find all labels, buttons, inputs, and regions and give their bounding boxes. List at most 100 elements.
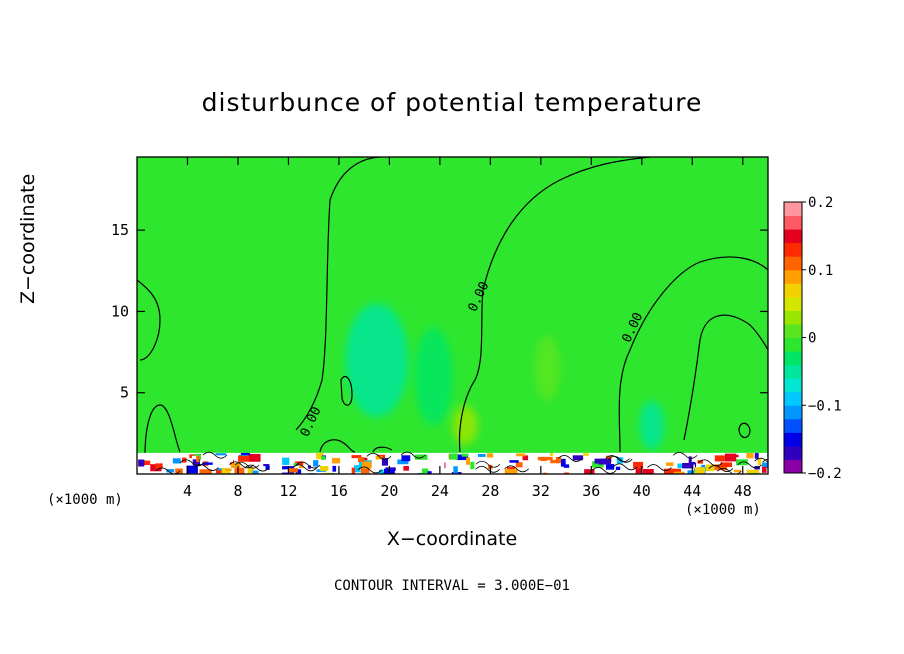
x-unit-label-right: (×1000 m): [685, 502, 761, 518]
contour-lines: [137, 157, 768, 456]
colorbar-swatch: [784, 296, 802, 311]
anomaly-region-3: [452, 405, 478, 445]
x-tick-label: 48: [734, 482, 752, 500]
colorbar-swatch: [784, 310, 802, 325]
y-tick-label: 5: [120, 384, 129, 402]
contour-zero-col-2: [458, 157, 651, 453]
surface-cell: [560, 458, 566, 467]
surface-cell: [141, 460, 151, 466]
colorbar-swatch: [784, 378, 802, 393]
surface-cell: [196, 455, 200, 463]
surface-cell: [470, 461, 475, 470]
chart-title: disturbunce of potential temperature: [201, 88, 703, 117]
surface-cell: [515, 462, 523, 468]
contour-zero-right: [618, 256, 768, 453]
colorbar-tick-label: 0: [808, 331, 816, 347]
surface-cell: [380, 472, 391, 474]
surface-contour: [591, 467, 617, 474]
surface-contour: [504, 465, 529, 473]
x-axis-label: X−coordinate: [386, 528, 518, 550]
surface-cell: [714, 464, 728, 471]
surface-contour: [244, 464, 270, 472]
surface-cell: [319, 465, 329, 471]
surface-contour: [672, 452, 698, 459]
surface-cell: [466, 457, 471, 465]
surface-cell: [238, 455, 250, 462]
surface-cell: [221, 455, 234, 463]
surface-cell: [516, 453, 526, 457]
x-tick-label: 28: [481, 482, 499, 500]
contour-zero-col-1: [295, 157, 381, 431]
surface-cell: [687, 470, 695, 474]
y-tick-label: 10: [111, 302, 129, 320]
surface-cell: [701, 464, 706, 468]
surface-cell: [401, 455, 411, 462]
surface-cell: [757, 458, 762, 466]
surface-cell: [664, 468, 674, 474]
x-tick-label: 40: [633, 482, 651, 500]
surface-cell: [746, 469, 759, 474]
surface-cell: [696, 461, 705, 468]
surface-cell: [263, 464, 270, 467]
surface-cell: [414, 454, 428, 460]
surface-contour: [754, 457, 768, 463]
surface-cell: [155, 463, 163, 469]
surface-cell: [453, 466, 458, 474]
surface-cell: [594, 458, 608, 464]
surface-cell: [572, 455, 584, 461]
surface-cell: [321, 456, 326, 460]
surface-cell: [316, 452, 324, 460]
surface-contour: [737, 461, 762, 469]
surface-cell: [583, 453, 589, 456]
surface-contour: [708, 465, 734, 472]
surface-cell: [555, 472, 560, 474]
surface-cell: [449, 453, 458, 460]
surface-cell: [720, 462, 733, 468]
x-unit-label-left: (×1000 m): [47, 492, 123, 508]
colorbar-swatch: [784, 405, 802, 420]
surface-cell: [189, 454, 195, 459]
contour-interval-note: CONTOUR INTERVAL = 3.000E−01: [333, 578, 570, 594]
surface-cell: [748, 472, 760, 474]
colorbar-swatch: [784, 432, 802, 447]
colorbar-swatch: [784, 364, 802, 379]
surface-cell: [688, 456, 692, 464]
surface-cell: [295, 469, 302, 474]
anomaly-region-2: [534, 335, 560, 401]
surface-cell: [332, 465, 337, 472]
surface-cell: [175, 468, 183, 474]
surface-cell: [509, 460, 519, 463]
surface-contour: [475, 460, 501, 468]
contour-zero-left: [137, 279, 161, 361]
surface-cell: [549, 453, 554, 457]
surface-contour: [357, 466, 383, 474]
colorbar-swatch: [784, 256, 802, 271]
surface-cell: [697, 460, 704, 464]
surface-cell: [694, 467, 705, 474]
surface-cell: [221, 468, 231, 474]
anomaly-region-4: [639, 400, 665, 450]
surface-contour: [647, 464, 672, 471]
surface-cell: [138, 459, 145, 467]
colorbar-swatch: [784, 445, 802, 460]
surface-cell: [361, 461, 372, 469]
contour-low-mid-2: [372, 446, 393, 453]
surface-cell: [192, 459, 201, 466]
surface-cell: [360, 466, 370, 474]
surface-cell: [378, 469, 384, 474]
surface-cell: [199, 469, 212, 474]
surface-cell: [445, 461, 454, 470]
colorbar-swatch: [784, 242, 802, 257]
surface-contour: [558, 455, 583, 462]
colorbar-tick-label: 0.1: [808, 263, 833, 279]
surface-cell: [288, 468, 298, 473]
surface-cell: [550, 456, 562, 464]
surface-contour: [613, 463, 638, 471]
surface-cell: [293, 463, 298, 466]
surface-cell: [397, 459, 409, 465]
surface-cell: [265, 465, 270, 470]
surface-cell: [166, 469, 175, 473]
surface-cell: [421, 468, 429, 474]
surface-cell: [351, 467, 355, 474]
surface-cell: [313, 460, 319, 467]
